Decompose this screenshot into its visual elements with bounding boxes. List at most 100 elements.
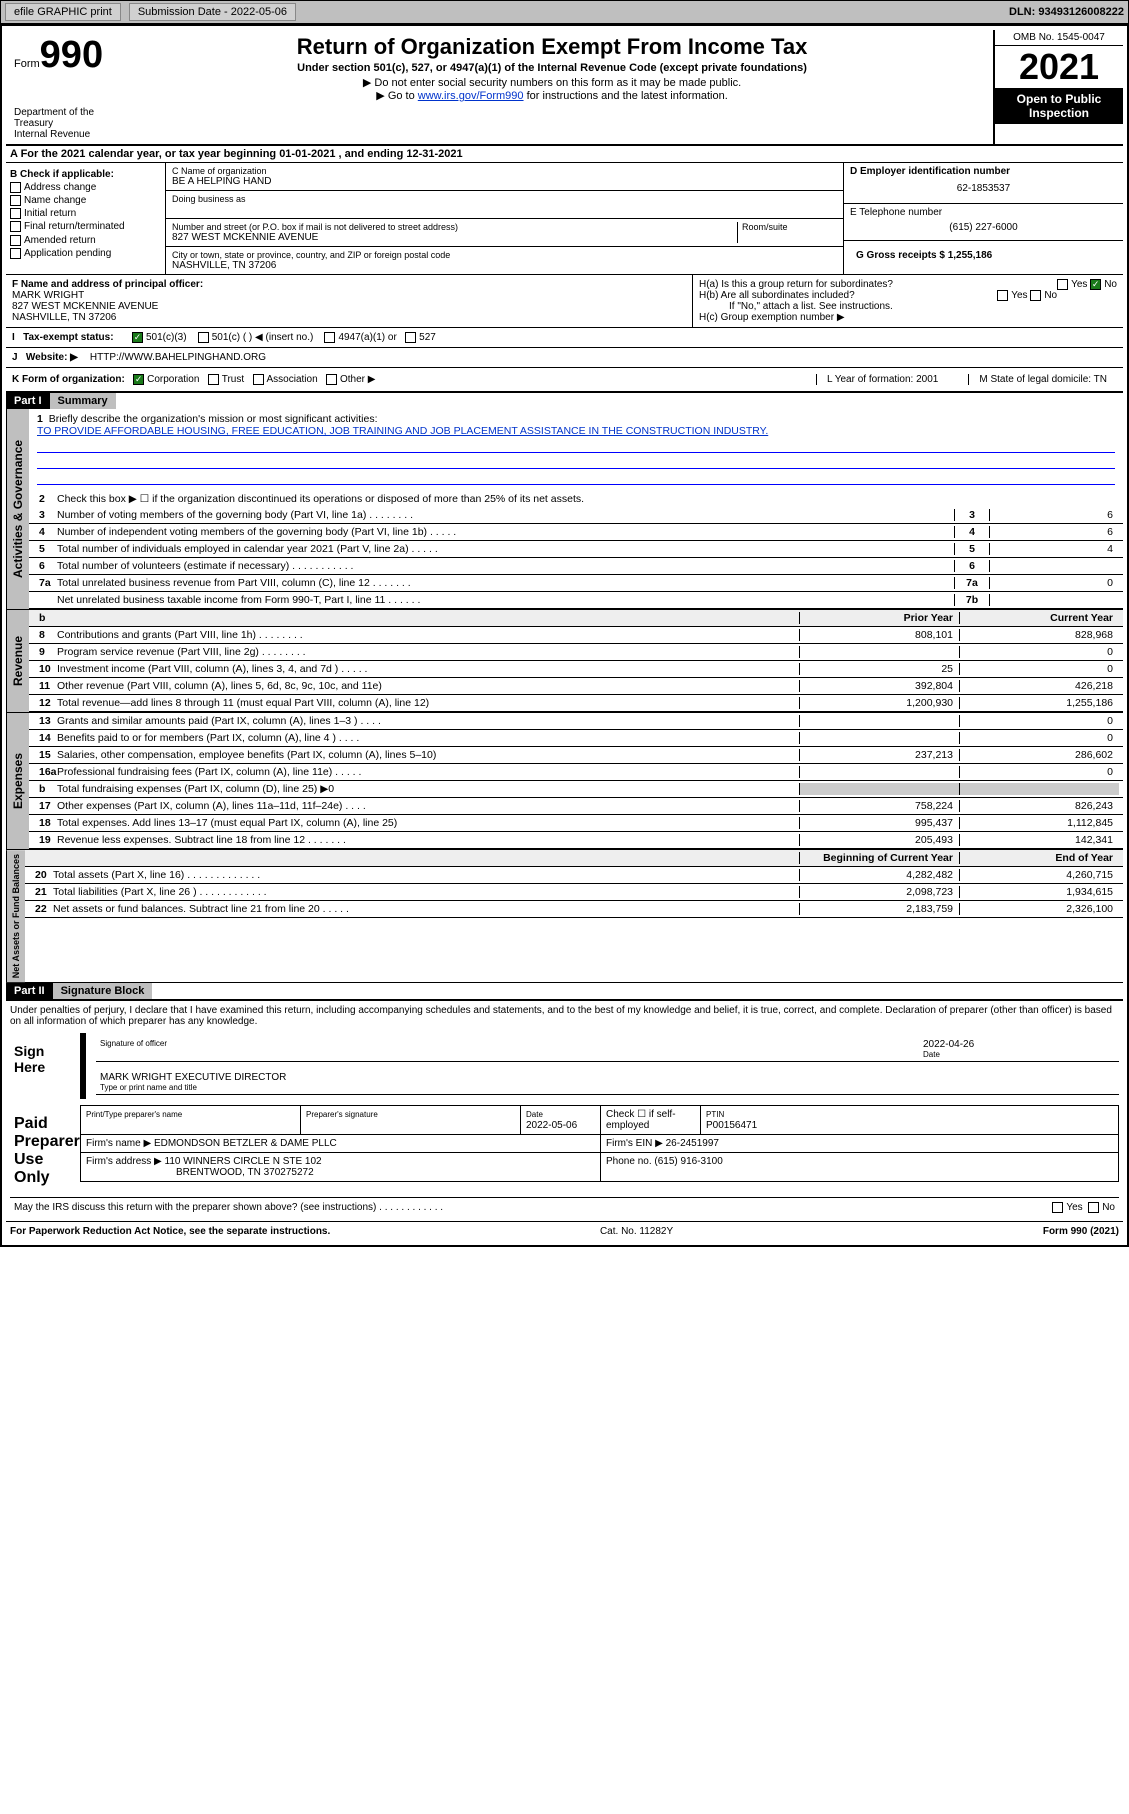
officer-addr2: NASHVILLE, TN 37206 bbox=[12, 312, 686, 323]
prep-name-label: Print/Type preparer's name bbox=[86, 1110, 182, 1119]
tax-status-options: 501(c)(3) 501(c) ( ) ◀ (insert no.) 4947… bbox=[126, 328, 1123, 347]
summary-line: 11Other revenue (Part VIII, column (A), … bbox=[29, 678, 1123, 695]
cb-discuss-yes[interactable] bbox=[1052, 1202, 1063, 1213]
part1-title: Summary bbox=[50, 393, 116, 409]
part2-title: Signature Block bbox=[53, 983, 153, 999]
summary-line: 12Total revenue—add lines 8 through 11 (… bbox=[29, 695, 1123, 712]
section-a: A For the 2021 calendar year, or tax yea… bbox=[6, 144, 1123, 163]
cb-initial-return[interactable]: Initial return bbox=[10, 208, 161, 219]
ptin-value: P00156471 bbox=[706, 1120, 757, 1131]
tab-governance: Activities & Governance bbox=[6, 409, 29, 609]
summary-line: 14Benefits paid to or for members (Part … bbox=[29, 730, 1123, 747]
cb-4947[interactable] bbox=[324, 332, 335, 343]
summary-line: 20Total assets (Part X, line 16) . . . .… bbox=[25, 867, 1123, 884]
prep-sig-label: Preparer's signature bbox=[306, 1110, 378, 1119]
paperwork-notice: For Paperwork Reduction Act Notice, see … bbox=[10, 1226, 330, 1237]
form-label: Form bbox=[14, 58, 40, 70]
note2-post: for instructions and the latest informat… bbox=[524, 90, 728, 102]
tab-revenue: Revenue bbox=[6, 610, 29, 712]
summary-line: 13Grants and similar amounts paid (Part … bbox=[29, 713, 1123, 730]
summary-line: 19Revenue less expenses. Subtract line 1… bbox=[29, 832, 1123, 849]
cb-final-return[interactable]: Final return/terminated bbox=[10, 221, 161, 232]
phone-row: E Telephone number (615) 227-6000 bbox=[844, 204, 1123, 241]
part2-header: Part IISignature Block bbox=[6, 983, 1123, 999]
summary-line: 15Salaries, other compensation, employee… bbox=[29, 747, 1123, 764]
revenue-section: Revenue b Prior Year Current Year 8Contr… bbox=[6, 610, 1123, 713]
addr-label: Number and street (or P.O. box if mail i… bbox=[172, 222, 737, 232]
summary-line: 21Total liabilities (Part X, line 26 ) .… bbox=[25, 884, 1123, 901]
part1-hdr: Part I bbox=[6, 393, 50, 409]
summary-line: 10Investment income (Part VIII, column (… bbox=[29, 661, 1123, 678]
address-row: Number and street (or P.O. box if mail i… bbox=[166, 219, 843, 247]
subtitle: Under section 501(c), 527, or 4947(a)(1)… bbox=[115, 62, 989, 74]
preparer-table: Print/Type preparer's name Preparer's si… bbox=[80, 1105, 1119, 1182]
net-header: Beginning of Current Year End of Year bbox=[25, 850, 1123, 867]
dept-label: Department of theTreasuryInternal Revenu… bbox=[14, 107, 103, 140]
header-grid: B Check if applicable: Address change Na… bbox=[6, 163, 1123, 275]
rev-header: b Prior Year Current Year bbox=[29, 610, 1123, 627]
dln-label: DLN: 93493126008222 bbox=[1009, 6, 1124, 18]
cb-527[interactable] bbox=[405, 332, 416, 343]
cb-amended-return[interactable]: Amended return bbox=[10, 235, 161, 246]
phone-value: (615) 227-6000 bbox=[850, 218, 1117, 237]
group-return: H(a) Is this a group return for subordin… bbox=[693, 275, 1123, 327]
governance-section: Activities & Governance 1 Briefly descri… bbox=[6, 409, 1123, 610]
cb-address-change[interactable]: Address change bbox=[10, 182, 161, 193]
principal-officer: F Name and address of principal officer:… bbox=[6, 275, 693, 327]
note2-pre: ▶ Go to bbox=[376, 90, 417, 102]
form-org-label: K Form of organization: Corporation Trus… bbox=[12, 374, 375, 385]
gross-receipts: G Gross receipts $ 1,255,186 bbox=[850, 244, 1117, 267]
addr-value: 827 WEST MCKENNIE AVENUE bbox=[172, 232, 737, 243]
firm-name: EDMONDSON BETZLER & DAME PLLC bbox=[154, 1138, 337, 1149]
summary-line: 6Total number of volunteers (estimate if… bbox=[29, 558, 1123, 575]
cb-corporation[interactable] bbox=[133, 374, 144, 385]
col-b-title: B Check if applicable: bbox=[10, 169, 161, 180]
footer: For Paperwork Reduction Act Notice, see … bbox=[6, 1221, 1123, 1241]
efile-print-button[interactable]: efile GRAPHIC print bbox=[5, 3, 121, 21]
paid-preparer-row: Paid Preparer Use Only Print/Type prepar… bbox=[10, 1105, 1119, 1197]
cb-association[interactable] bbox=[253, 374, 264, 385]
officer-label: F Name and address of principal officer: bbox=[12, 279, 686, 290]
topbar: efile GRAPHIC print Submission Date - 20… bbox=[0, 0, 1129, 24]
cb-other[interactable] bbox=[326, 374, 337, 385]
cat-no: Cat. No. 11282Y bbox=[600, 1226, 673, 1237]
paid-preparer-label: Paid Preparer Use Only bbox=[10, 1105, 80, 1197]
city-row: City or town, state or province, country… bbox=[166, 247, 843, 274]
form-title: Return of Organization Exempt From Incom… bbox=[115, 34, 989, 60]
expenses-section: Expenses 13Grants and similar amounts pa… bbox=[6, 713, 1123, 850]
boy-hdr: Beginning of Current Year bbox=[799, 852, 959, 864]
summary-line: 8Contributions and grants (Part VIII, li… bbox=[29, 627, 1123, 644]
firm-city: BRENTWOOD, TN 370275272 bbox=[86, 1167, 314, 1178]
discuss-row: May the IRS discuss this return with the… bbox=[10, 1197, 1119, 1217]
cb-trust[interactable] bbox=[208, 374, 219, 385]
cb-501c3[interactable] bbox=[132, 332, 143, 343]
summary-line: 7aTotal unrelated business revenue from … bbox=[29, 575, 1123, 592]
year-formation: L Year of formation: 2001 bbox=[816, 374, 948, 385]
row-f-h: F Name and address of principal officer:… bbox=[6, 275, 1123, 328]
row-k: K Form of organization: Corporation Trus… bbox=[6, 368, 1123, 393]
summary-line: Net unrelated business taxable income fr… bbox=[29, 592, 1123, 609]
submission-date-button[interactable]: Submission Date - 2022-05-06 bbox=[129, 3, 296, 21]
cb-application-pending[interactable]: Application pending bbox=[10, 248, 161, 259]
sign-here-label: Sign Here bbox=[10, 1033, 80, 1099]
cb-501c[interactable] bbox=[198, 332, 209, 343]
title-block: Return of Organization Exempt From Incom… bbox=[111, 30, 993, 144]
officer-name: MARK WRIGHT bbox=[12, 290, 686, 301]
hc-row: H(c) Group exemption number ▶ bbox=[699, 312, 1117, 323]
cb-name-change[interactable]: Name change bbox=[10, 195, 161, 206]
self-employed-check[interactable]: Check ☐ if self-employed bbox=[601, 1106, 701, 1135]
cb-discuss-no[interactable] bbox=[1088, 1202, 1099, 1213]
city-label: City or town, state or province, country… bbox=[172, 250, 837, 260]
hb-note: If "No," attach a list. See instructions… bbox=[699, 301, 1117, 312]
netassets-section: Net Assets or Fund Balances Beginning of… bbox=[6, 850, 1123, 983]
note-ssn: ▶ Do not enter social security numbers o… bbox=[115, 76, 989, 89]
ha-row: H(a) Is this a group return for subordin… bbox=[699, 279, 1117, 290]
room-label: Room/suite bbox=[742, 222, 837, 232]
col-d-contact: D Employer identification number 62-1853… bbox=[843, 163, 1123, 274]
signature-field[interactable]: Signature of officer bbox=[96, 1037, 919, 1062]
irs-link[interactable]: www.irs.gov/Form990 bbox=[418, 90, 524, 102]
public-inspection: Open to Public Inspection bbox=[995, 88, 1123, 124]
summary-line: 16aProfessional fundraising fees (Part I… bbox=[29, 764, 1123, 781]
officer-name-field: MARK WRIGHT EXECUTIVE DIRECTOR Type or p… bbox=[96, 1070, 1119, 1095]
state-domicile: M State of legal domicile: TN bbox=[968, 374, 1117, 385]
